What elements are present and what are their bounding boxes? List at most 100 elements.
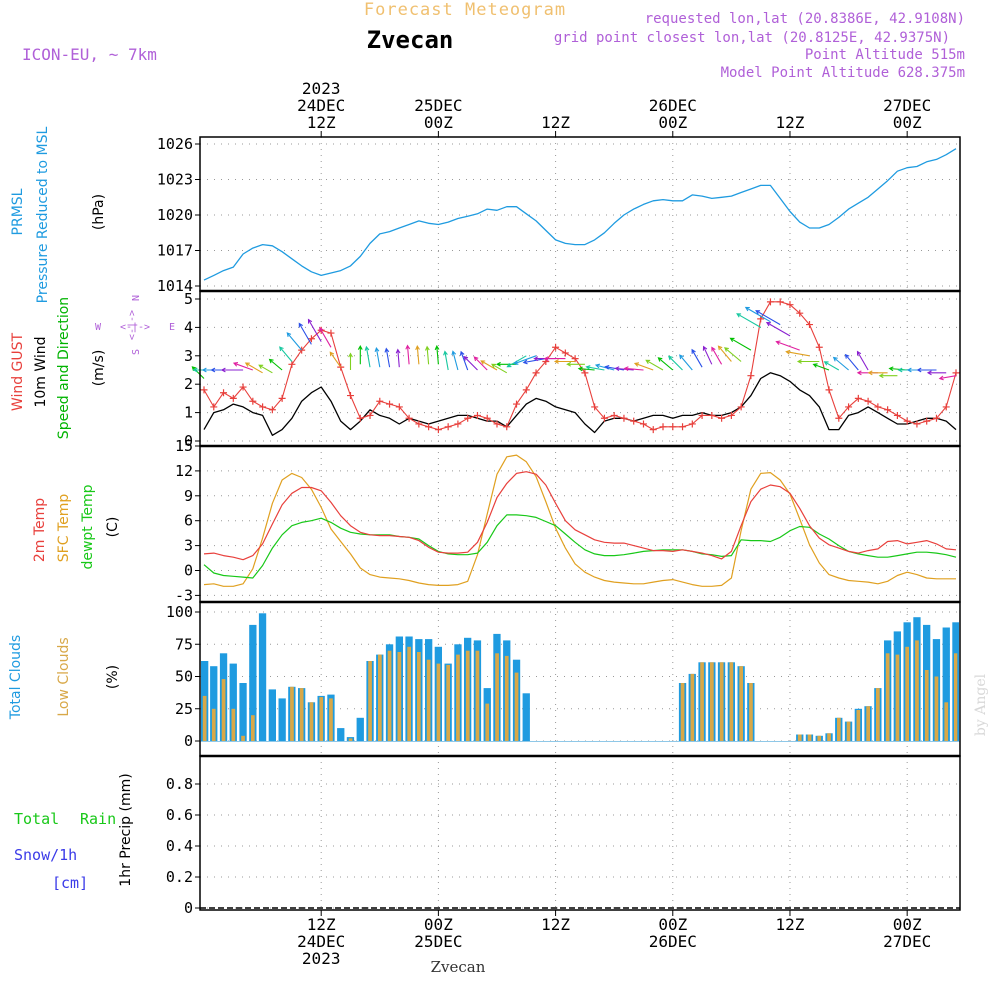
x-label-bottom: 12Z xyxy=(541,915,570,934)
wind-direction-arrow xyxy=(522,358,546,365)
low-cloud-bar xyxy=(690,673,695,741)
low-cloud-bar xyxy=(387,650,392,741)
y-tick-label: 50 xyxy=(175,668,193,686)
x-label-top: 12Z xyxy=(541,113,570,132)
total-cloud-bar xyxy=(278,698,286,741)
x-label-top: 26DEC xyxy=(649,96,697,115)
gust-point xyxy=(210,403,218,411)
total-cloud-bar xyxy=(268,689,276,741)
gust-point xyxy=(864,397,872,405)
gust-point xyxy=(786,301,794,309)
y-tick-label: 1023 xyxy=(157,171,193,189)
wind-direction-arrow xyxy=(434,345,440,365)
model-altitude: Model Point Altitude 628.375m xyxy=(721,65,965,81)
compass-w: W xyxy=(95,322,102,333)
wind10-line xyxy=(203,372,957,436)
low-cloud-bar xyxy=(944,702,949,741)
y-tick-label: 0.8 xyxy=(166,775,193,793)
gust-point xyxy=(327,329,335,337)
low-cloud-bar xyxy=(436,663,441,741)
gust-point xyxy=(688,420,696,428)
panel-frames xyxy=(199,136,961,911)
precip-labels: Total Rain Snow/1h [cm] 1hr Precip (mm) xyxy=(14,773,134,892)
y-tick-label: 0 xyxy=(184,432,193,450)
compass-n: N xyxy=(131,295,142,301)
panel-frame-0 xyxy=(199,136,961,292)
gust-point xyxy=(249,397,257,405)
low-cloud-bar xyxy=(827,733,831,741)
precip-unit: 1hr Precip (mm) xyxy=(118,773,134,886)
low-cloud-bar xyxy=(465,650,470,741)
wind-direction-arrow xyxy=(451,350,459,371)
low-cloud-bar xyxy=(729,662,734,741)
low-cloud-bar xyxy=(456,654,460,741)
dewpt-temp-line xyxy=(203,514,957,579)
wind-direction-arrow xyxy=(711,346,723,365)
location-title: Zvecan xyxy=(367,26,454,54)
wind-direction-arrow xyxy=(395,348,401,368)
gust-point xyxy=(386,400,394,408)
low-cloud-bar xyxy=(749,683,753,741)
y-tick-label: 12 xyxy=(175,462,193,480)
wind-direction-arrow xyxy=(812,363,830,371)
requested-coords: requested lon,lat (20.8386E, 42.9108N) xyxy=(645,11,965,27)
low-cloud-bar xyxy=(700,662,704,741)
footer-location: Zvecan xyxy=(431,958,486,976)
y-tick-label: 1017 xyxy=(157,242,193,260)
x-label-bottom: 00Z xyxy=(893,915,922,934)
wind-direction-arrow xyxy=(736,313,761,328)
gust-point xyxy=(200,386,208,394)
gust-point xyxy=(737,403,745,411)
gust-point xyxy=(493,420,501,428)
wind-direction-arrow xyxy=(785,349,810,357)
low-cloud-bar xyxy=(954,653,958,741)
total-cloud-bar xyxy=(258,613,267,741)
wind-direction-arrow xyxy=(594,363,615,371)
gust-point xyxy=(591,403,599,411)
gust-point xyxy=(815,343,823,351)
low-cloud-bar xyxy=(348,738,353,741)
gust-point xyxy=(425,423,433,431)
wind-direction-arrow xyxy=(348,352,353,370)
low-cloud-bar xyxy=(417,652,421,741)
wind-direction-arrow xyxy=(491,363,508,374)
wind-direction-arrow xyxy=(916,367,937,373)
gust-point xyxy=(444,423,452,431)
panel-frame-2 xyxy=(199,445,961,603)
cloud-labels: Total Clouds Low Clouds (%) xyxy=(8,635,121,720)
precip-label-rain: Rain xyxy=(80,810,116,828)
x-label-top: 00Z xyxy=(658,113,687,132)
low-cloud-bar xyxy=(329,698,333,741)
gust-point xyxy=(600,414,608,422)
low-cloud-bar xyxy=(446,664,450,741)
y-tick-label: 15 xyxy=(175,437,193,455)
x-label-top: 12Z xyxy=(776,113,805,132)
wind-label-gust: Wind GUST xyxy=(10,332,26,411)
low-cloud-bar xyxy=(710,662,714,741)
gust-point xyxy=(503,423,511,431)
wind-direction-arrow xyxy=(633,362,654,371)
wind-direction-arrow xyxy=(374,346,381,368)
wind-direction-arrow xyxy=(657,357,674,371)
wind-direction-arrow xyxy=(443,350,449,371)
wind-direction-arrow xyxy=(702,345,713,365)
wind-direction-arrow xyxy=(258,364,273,374)
low-cloud-bar xyxy=(290,686,294,741)
gust-point xyxy=(923,417,931,425)
total-cloud-bar xyxy=(229,663,237,741)
wind-direction-arrow xyxy=(566,361,585,367)
wind-direction-arrow xyxy=(585,365,605,371)
x-label-bottom: 12Z xyxy=(776,915,805,934)
axes: 10141017102010231026012345-3036912150255… xyxy=(157,79,931,968)
low-cloud-bar xyxy=(895,654,900,741)
low-cloud-bar xyxy=(739,666,743,741)
gust-point xyxy=(561,349,569,357)
gridpoint-coords: grid point closest lon,lat (20.8125E, 42… xyxy=(554,30,950,46)
y-tick-label: 1026 xyxy=(157,135,193,153)
gust-point xyxy=(942,403,950,411)
x-label-top: 2023 xyxy=(302,79,341,98)
y-tick-label: 100 xyxy=(166,603,193,621)
low-cloud-bar xyxy=(319,697,324,741)
low-cloud-bar xyxy=(680,683,685,741)
